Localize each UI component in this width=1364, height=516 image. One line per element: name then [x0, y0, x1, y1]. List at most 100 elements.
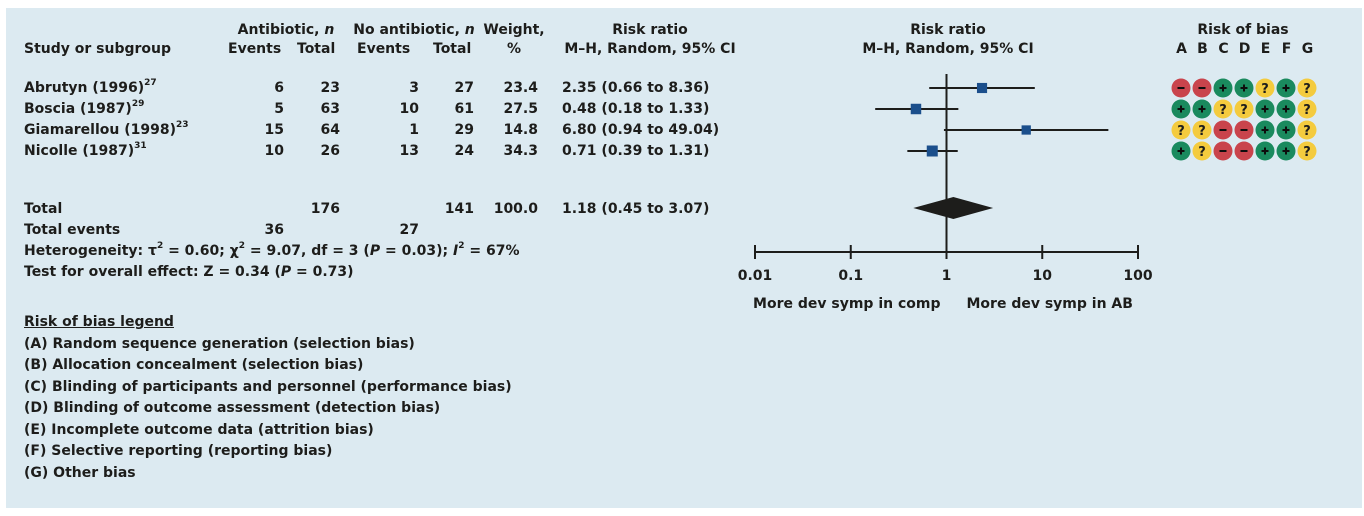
- question-icon: ?: [1177, 124, 1185, 139]
- study-square: [926, 145, 938, 157]
- ab-total: 176: [310, 201, 340, 217]
- tick-label: 10: [1033, 268, 1053, 284]
- bias-dot: [1192, 141, 1212, 161]
- ab-total: 64: [320, 122, 340, 138]
- no-total: 29: [454, 122, 474, 138]
- question-icon: ?: [1219, 103, 1227, 118]
- weight-value: 100.0: [493, 201, 538, 217]
- study-name: Giamarellou (1998)23: [24, 120, 189, 138]
- tick-label: 0.1: [838, 268, 863, 284]
- overall-effect-text: Test for overall effect: Z = 0.34 (P = 0…: [24, 264, 354, 280]
- risk-ratio-value: 6.80 (0.94 to 49.04): [562, 122, 720, 138]
- ab-events: 10: [264, 143, 284, 159]
- bias-letter: G: [1301, 41, 1314, 57]
- left-direction-label: More dev symp in comp: [753, 296, 940, 312]
- heterogeneity-text: Heterogeneity: τ2 = 0.60; χ2 = 9.07, df …: [24, 241, 520, 259]
- question-icon: ?: [1303, 103, 1311, 118]
- question-icon: ?: [1240, 103, 1248, 118]
- ab-events: 36: [264, 222, 284, 238]
- study-name: Boscia (1987)29: [24, 99, 145, 117]
- ab-events: 5: [274, 101, 284, 117]
- total-label: Total: [24, 201, 63, 217]
- question-icon: ?: [1198, 124, 1206, 139]
- ab-total: 63: [320, 101, 340, 117]
- risk-ratio-value: 2.35 (0.66 to 8.36): [562, 80, 710, 96]
- bias-dot: [1171, 120, 1191, 140]
- weight-header: Weight,: [483, 22, 545, 38]
- bias-letter: A: [1176, 41, 1187, 57]
- no-total: 141: [444, 201, 474, 217]
- risk-ratio-header: Risk ratio: [612, 22, 688, 38]
- bias-dot: [1297, 141, 1317, 161]
- risk-ratio-method: M–H, Random, 95% CI: [564, 41, 736, 57]
- ab-total: 23: [320, 80, 340, 96]
- study-column-header: Study or subgroup: [24, 41, 172, 57]
- pooled-diamond: [913, 197, 994, 219]
- weight-unit-header: %: [506, 41, 522, 57]
- no-total-header: Total: [433, 41, 472, 57]
- study-square: [910, 103, 922, 115]
- question-icon: ?: [1303, 82, 1311, 97]
- weight-value: 23.4: [503, 80, 538, 96]
- legend-item: (G) Other bias: [24, 465, 136, 481]
- no-events: 1: [409, 122, 419, 138]
- question-icon: ?: [1303, 145, 1311, 160]
- bias-dot: [1297, 99, 1317, 119]
- tick-label: 0.01: [738, 268, 773, 284]
- legend-item: (B) Allocation concealment (selection bi…: [24, 357, 364, 373]
- study-square: [976, 82, 988, 94]
- bias-dot: [1255, 78, 1275, 98]
- no-total: 24: [454, 143, 474, 159]
- tick-label: 1: [942, 268, 952, 284]
- ab-events: 6: [274, 80, 284, 96]
- no-antibiotic-header: No antibiotic, n: [353, 22, 475, 38]
- study-name: Abrutyn (1996)27: [24, 78, 157, 96]
- bias-dot: [1192, 120, 1212, 140]
- risk-ratio-value: 0.71 (0.39 to 1.31): [562, 143, 710, 159]
- question-icon: ?: [1198, 145, 1206, 160]
- study-square: [1021, 125, 1031, 135]
- risk-ratio-value: 1.18 (0.45 to 3.07): [562, 201, 710, 217]
- question-icon: ?: [1303, 124, 1311, 139]
- antibiotic-header: Antibiotic, n: [237, 22, 335, 38]
- no-events-header: Events: [357, 41, 411, 57]
- right-direction-label: More dev symp in AB: [967, 296, 1133, 312]
- no-events: 10: [399, 101, 419, 117]
- ab-total: 26: [320, 143, 340, 159]
- no-events: 27: [399, 222, 419, 238]
- ab-events: 15: [264, 122, 284, 138]
- bias-letter: B: [1197, 41, 1208, 57]
- bias-dot: [1234, 99, 1254, 119]
- no-total: 61: [454, 101, 474, 117]
- bias-letter: F: [1281, 41, 1292, 57]
- bias-letter: E: [1260, 41, 1271, 57]
- question-icon: ?: [1261, 82, 1269, 97]
- legend-item: (E) Incomplete outcome data (attrition b…: [24, 422, 374, 438]
- bias-letter: C: [1218, 41, 1229, 57]
- bias-dot: [1297, 78, 1317, 98]
- legend-title: Risk of bias legend: [24, 314, 174, 330]
- total-events-label: Total events: [24, 222, 121, 238]
- no-events: 3: [409, 80, 419, 96]
- plot-method: M–H, Random, 95% CI: [862, 41, 1034, 57]
- study-name: Nicolle (1987)31: [24, 141, 147, 159]
- bias-letter: D: [1238, 41, 1251, 57]
- weight-value: 27.5: [503, 101, 538, 117]
- no-total: 27: [454, 80, 474, 96]
- weight-value: 34.3: [503, 143, 538, 159]
- weight-value: 14.8: [503, 122, 538, 138]
- no-events: 13: [399, 143, 419, 159]
- risk-ratio-value: 0.48 (0.18 to 1.33): [562, 101, 710, 117]
- plot-header: Risk ratio: [910, 22, 986, 38]
- bias-header: Risk of bias: [1197, 22, 1289, 38]
- ab-events-header: Events: [228, 41, 282, 57]
- legend-item: (F) Selective reporting (reporting bias): [24, 443, 333, 459]
- legend-item: (C) Blinding of participants and personn…: [24, 379, 512, 395]
- ab-total-header: Total: [297, 41, 336, 57]
- bias-dot: [1297, 120, 1317, 140]
- legend-item: (D) Blinding of outcome assessment (dete…: [24, 400, 441, 416]
- bias-dot: [1213, 99, 1233, 119]
- legend-item: (A) Random sequence generation (selectio…: [24, 336, 415, 352]
- forest-plot-panel: [6, 8, 1362, 508]
